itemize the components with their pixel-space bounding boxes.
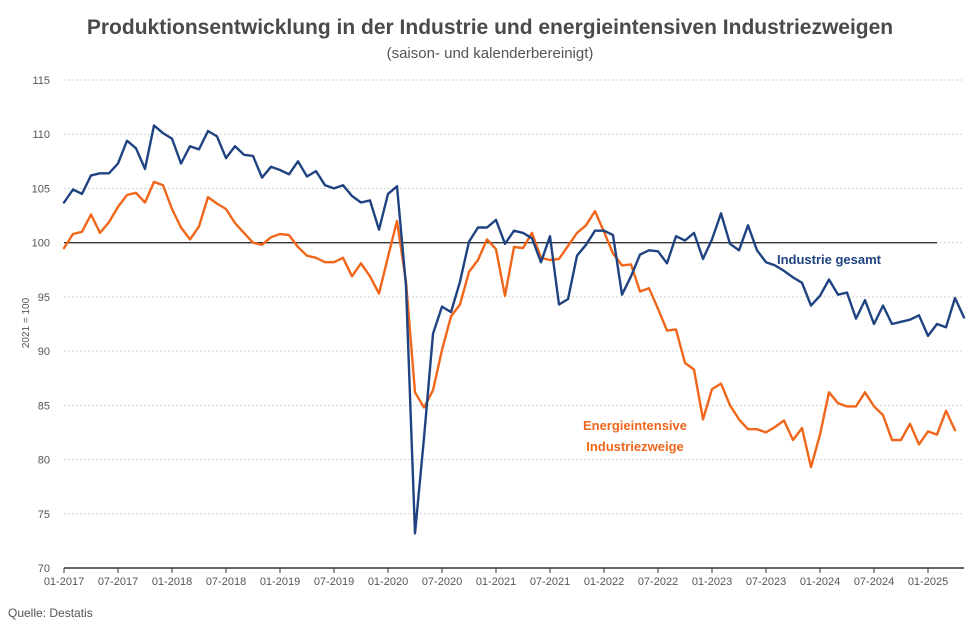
y-tick-label: 85 (38, 400, 50, 412)
y-axis-ticks: 70 75 80 85 90 95 100 105 110 115 (32, 75, 50, 575)
x-tick-label: 07-2017 (98, 576, 138, 588)
y-tick-label: 115 (32, 75, 50, 87)
x-tick-label: 01-2020 (368, 576, 408, 588)
y-tick-label: 100 (32, 238, 50, 250)
x-tick-label: 01-2025 (908, 576, 948, 588)
series-line-industrie-gesamt (62, 124, 966, 535)
y-tick-label: 110 (32, 129, 50, 141)
x-tick-label: 01-2023 (692, 576, 732, 588)
series-label: Energieintensive (583, 418, 687, 433)
y-tick-label: 80 (38, 455, 50, 467)
y-tick-label: 95 (38, 292, 50, 304)
y-tick-label: 90 (38, 346, 50, 358)
x-tick-label: 07-2019 (314, 576, 354, 588)
series-label: Industriezweige (586, 439, 684, 454)
chart-title: Produktionsentwicklung in der Industrie … (87, 16, 893, 39)
x-tick-label: 07-2020 (422, 576, 462, 588)
series-labels: Industrie gesamt Energieintensive Industri… (583, 252, 882, 454)
series-label: Industrie gesamt (777, 252, 882, 267)
x-tick-label: 07-2022 (638, 576, 678, 588)
source-note: Quelle: Destatis (8, 606, 93, 620)
y-axis-label: 2021 = 100 (21, 297, 32, 348)
y-tick-label: 75 (38, 509, 50, 521)
y-tick-label: 105 (32, 183, 50, 195)
y-tick-label: 70 (38, 563, 50, 575)
x-tick-label: 07-2023 (746, 576, 786, 588)
x-tick-label: 07-2024 (854, 576, 894, 588)
x-tick-label: 01-2024 (800, 576, 840, 588)
x-axis-ticks: 01-2017 07-2017 01-2018 07-2018 01-2019 07-20… (44, 568, 948, 588)
x-tick-label: 07-2018 (206, 576, 246, 588)
x-tick-label: 01-2017 (44, 576, 84, 588)
x-tick-label: 01-2022 (584, 576, 624, 588)
x-tick-label: 07-2021 (530, 576, 570, 588)
x-tick-label: 01-2019 (260, 576, 300, 588)
grid-lines (64, 79, 964, 515)
series-line-energieintensive (62, 180, 957, 469)
series-lines (62, 124, 966, 535)
chart-subtitle: (saison- und kalenderbereinigt) (387, 45, 594, 62)
x-tick-label: 01-2021 (476, 576, 516, 588)
x-tick-label: 01-2018 (152, 576, 192, 588)
